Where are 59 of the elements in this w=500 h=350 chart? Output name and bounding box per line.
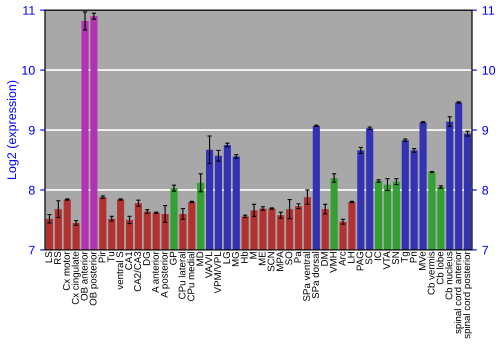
x-tick-label: CPu lateral [178, 252, 186, 299]
x-tick-label: M [250, 252, 257, 259]
y2-tick-label: 9 [482, 126, 488, 135]
x-tick-label: CA1 [125, 252, 132, 270]
y2-tick-label: 8 [482, 186, 488, 195]
x-tick-label: MD [196, 252, 204, 266]
x-tick-label: Cx cingulate [72, 252, 81, 304]
x-tick-label: ME [258, 252, 266, 266]
x-tick-label: IC [374, 252, 382, 260]
x-tick-label: CA2/CA3 [134, 252, 142, 292]
x-tick-label: VPM/VPL [214, 252, 222, 294]
x-tick-label: spinal cord anterior [454, 251, 464, 334]
x-tick-label: MPA [276, 251, 284, 271]
x-tick-label: RS [54, 252, 61, 264]
x-tick-label: PAG [356, 252, 364, 270]
x-tick-label: VTA [383, 251, 390, 270]
x-tick-label: Pir [98, 251, 106, 262]
x-tick-label: VMH [330, 252, 337, 273]
x-tick-label: Arc [338, 252, 346, 266]
x-tick-label: Tu [108, 252, 114, 262]
x-tick-label: GP [170, 252, 177, 265]
y-tick-label: 11 [23, 6, 35, 15]
x-tick-label: Cb lobe [436, 252, 444, 284]
y-tick-label: 7 [28, 246, 35, 254]
x-tick-label: MVe [418, 252, 426, 270]
x-tick-label: A anterior [152, 251, 159, 293]
x-tick-label: SCN [268, 252, 274, 272]
y2-tick-label: 11 [482, 6, 494, 15]
x-tick-label: SN [392, 252, 399, 264]
x-tick-label: Pa [294, 251, 302, 262]
x-tick-label: Cb nucleus [445, 252, 452, 300]
y-tick-label: 9 [28, 126, 35, 135]
x-tick-label: A posterior [160, 251, 170, 298]
x-tick-label: CPu medial [187, 252, 194, 302]
x-tick-label: ventral S [116, 252, 124, 290]
x-tick-label: VA/VL [205, 252, 212, 278]
x-tick-label: SC [365, 252, 372, 264]
x-tick-label: LH [348, 252, 354, 263]
x-tick-label: DM [321, 252, 328, 266]
x-tick-label: OB posterior [89, 251, 98, 306]
x-tick-label: spinal cord posterior [463, 251, 472, 339]
x-tick-label: DG [143, 252, 150, 266]
y2-tick-label: 10 [482, 66, 496, 75]
x-tick-label: Cx motor [62, 251, 70, 290]
y2-tick-label: 7 [482, 246, 488, 254]
x-tick-label: SO [285, 252, 292, 265]
y-tick-label: 8 [28, 186, 35, 195]
x-tick-label: LG [223, 252, 230, 264]
y-axis-title: Log2 (expression) [6, 80, 19, 180]
y-tick-label: 10 [22, 66, 35, 75]
x-tick-label: Pn [410, 252, 417, 262]
x-tick-label: LS [45, 252, 52, 262]
x-tick-label: Tg [401, 252, 410, 262]
x-tick-label: OB anterior [80, 251, 88, 301]
x-tick-label: MG [232, 252, 239, 266]
x-tick-label: SPa ventral [302, 252, 310, 302]
x-tick-label: SPa dorsal [312, 252, 319, 298]
x-tick-label: Cb vermis [427, 252, 435, 295]
x-tick-label: Hb [240, 252, 248, 263]
